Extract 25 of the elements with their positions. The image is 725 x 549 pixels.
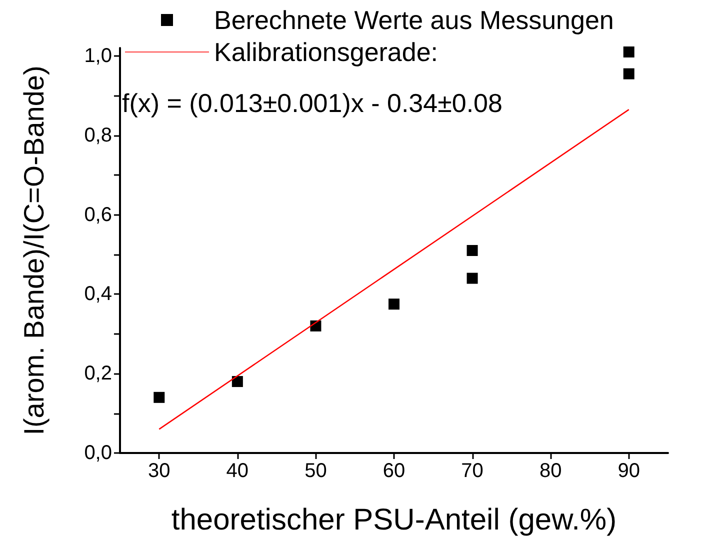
x-tick-label: 80 [539,460,562,482]
point [466,245,478,256]
x-tick-label: 40 [226,460,249,482]
x-tick-label: 60 [382,460,406,482]
legend-label: Berechnete Werte aus Messungen [214,5,614,35]
x-tick-label: 30 [148,460,170,482]
y-tick-label: 0,6 [84,204,112,226]
point [154,392,165,403]
y-tick-label: 0,2 [84,362,112,385]
point [623,46,634,58]
legend-label: Kalibrationsgerade: [214,37,438,67]
y-tick-label: 1,0 [84,44,112,67]
point [388,298,400,310]
x-tick-label: 50 [304,460,327,482]
y-tick-label: 0,4 [84,283,112,306]
x-tick-label: 90 [618,460,640,482]
point [623,68,634,80]
annotation: f(x) = (0.013±0.001)x - 0.34±0.08 [122,88,502,118]
y-axis-title: I(arom. Bande)/I(C=O-Bande) [18,66,50,436]
point [466,272,478,284]
y-tick-label: 0,0 [84,442,112,464]
x-tick-label: 70 [461,460,484,482]
point [232,376,243,388]
x-axis-title: theoretischer PSU-Anteil (gew.%) [171,504,617,536]
y-tick-label: 0,8 [84,124,112,146]
